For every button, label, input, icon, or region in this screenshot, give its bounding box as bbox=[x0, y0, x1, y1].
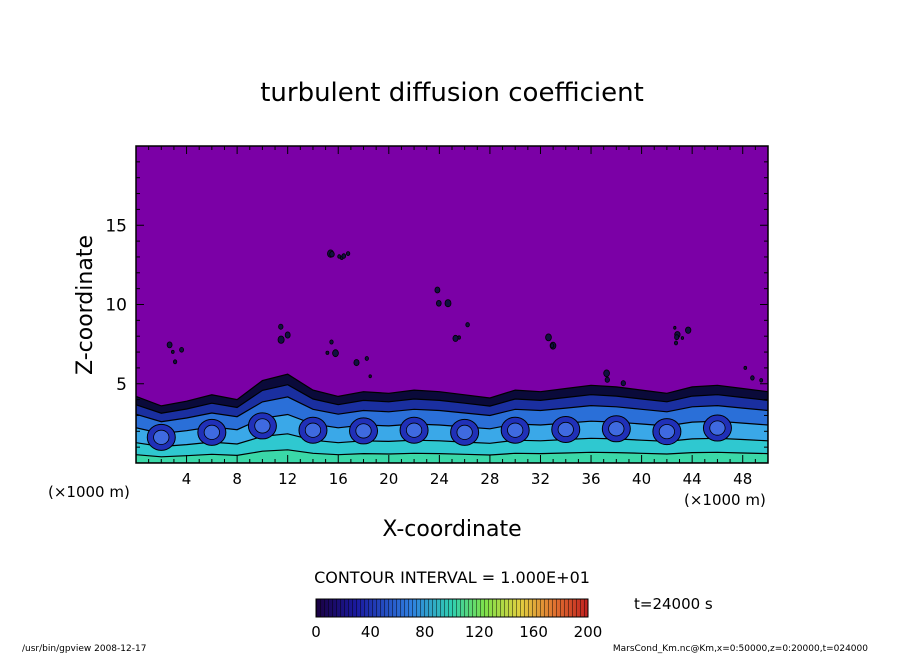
isolated-contour bbox=[329, 250, 335, 258]
isolated-contour bbox=[759, 378, 764, 383]
x-tick-label: 40 bbox=[632, 470, 651, 488]
isolated-contour bbox=[284, 331, 291, 339]
eddy-contour-inner bbox=[153, 429, 170, 445]
x-tick-label: 28 bbox=[480, 470, 499, 488]
chart-title: turbulent diffusion coefficient bbox=[260, 78, 644, 108]
y-tick-label: 10 bbox=[105, 296, 127, 316]
x-tick-label: 24 bbox=[430, 470, 449, 488]
y-tick-label: 5 bbox=[116, 375, 127, 395]
x-tick-label: 16 bbox=[329, 470, 348, 488]
eddy-contour-inner bbox=[658, 424, 675, 440]
x-tick-label: 20 bbox=[379, 470, 398, 488]
isolated-contour bbox=[673, 325, 677, 330]
footer-right: MarsCond_Km.nc@Km,x=0:50000,z=0:20000,t=… bbox=[613, 644, 868, 654]
isolated-contour bbox=[435, 299, 442, 307]
eddy-contour-inner bbox=[405, 422, 423, 438]
eddy-contour-inner bbox=[355, 423, 372, 439]
isolated-contour bbox=[171, 349, 175, 354]
colorbar-tick-label: 0 bbox=[311, 623, 321, 641]
isolated-contour bbox=[685, 326, 692, 334]
colorbar-tick-label: 160 bbox=[519, 623, 548, 641]
isolated-contour bbox=[604, 376, 610, 383]
isolated-contour bbox=[329, 339, 334, 345]
contour-band bbox=[136, 449, 768, 463]
x-tick-label: 44 bbox=[683, 470, 702, 488]
isolated-contour bbox=[452, 334, 459, 342]
isolated-contour bbox=[750, 375, 755, 381]
isolated-contour bbox=[680, 336, 685, 340]
isolated-contour bbox=[341, 253, 347, 259]
isolated-contour bbox=[179, 346, 185, 353]
eddy-contour-inner bbox=[507, 422, 524, 438]
isolated-contour bbox=[325, 350, 330, 355]
eddy-contour-inner bbox=[557, 421, 574, 438]
x-unit-right: (×1000 m) bbox=[684, 491, 766, 509]
x-axis: 4 8 12 16 20 24 28 32 36 40 44 48 bbox=[148, 146, 756, 488]
turbulent-layer bbox=[136, 373, 768, 463]
isolated-contour bbox=[166, 341, 173, 349]
x-tick-label: 12 bbox=[278, 470, 297, 488]
isolated-contour bbox=[603, 369, 610, 378]
isolated-contour bbox=[364, 356, 369, 361]
x-axis-label: X-coordinate bbox=[382, 517, 521, 542]
colorbar: 0 40 80 120 160 200 bbox=[311, 598, 603, 641]
isolated-contour bbox=[549, 343, 555, 349]
x-tick-label: 8 bbox=[232, 470, 242, 488]
isolated-contour bbox=[743, 365, 748, 370]
isolated-contour bbox=[368, 374, 372, 379]
isolated-contour bbox=[465, 322, 470, 328]
plot-area bbox=[135, 145, 769, 464]
colorbar-tick-label: 80 bbox=[415, 623, 434, 641]
eddy-contour-inner bbox=[304, 422, 322, 438]
x-tick-label: 36 bbox=[581, 470, 600, 488]
y-axis-label: Z-coordinate bbox=[73, 235, 98, 375]
isolated-contour bbox=[353, 359, 360, 367]
eddy-contour-inner bbox=[456, 424, 473, 440]
eddy-contour-inner bbox=[203, 424, 220, 440]
colorbar-stripes bbox=[316, 599, 588, 617]
isolated-contour bbox=[674, 340, 679, 346]
x-tick-label: 4 bbox=[182, 470, 192, 488]
y-tick-label: 15 bbox=[105, 216, 127, 236]
isolated-contour bbox=[620, 380, 626, 387]
isolated-contour bbox=[674, 334, 680, 341]
x-unit-left: (×1000 m) bbox=[48, 483, 130, 501]
isolated-contour bbox=[444, 299, 452, 308]
colorbar-tick-label: 40 bbox=[361, 623, 380, 641]
isolated-contour bbox=[545, 333, 552, 342]
x-tick-label: 48 bbox=[733, 470, 752, 488]
isolated-contour bbox=[277, 335, 285, 344]
isolated-contour bbox=[278, 323, 284, 330]
colorbar-tick-label: 200 bbox=[574, 623, 603, 641]
colorbar-frame bbox=[315, 598, 589, 618]
isolated-contour bbox=[345, 251, 351, 257]
footer-left: /usr/bin/gpview 2008-12-17 bbox=[22, 644, 146, 654]
eddy-contour-inner bbox=[608, 421, 625, 437]
time-label: t=24000 s bbox=[634, 595, 713, 613]
colorbar-tick-label: 120 bbox=[465, 623, 494, 641]
contour-interval: CONTOUR INTERVAL = 1.000E+01 bbox=[314, 568, 590, 587]
eddy-contour-inner bbox=[254, 418, 271, 434]
isolated-contour bbox=[434, 286, 441, 294]
isolated-contour bbox=[332, 349, 339, 358]
eddy-contour-inner bbox=[709, 420, 726, 436]
isolated-contour bbox=[337, 254, 342, 259]
y-axis: 5 10 15 bbox=[105, 161, 768, 448]
isolated-contours bbox=[166, 249, 764, 387]
x-tick-label: 32 bbox=[531, 470, 550, 488]
isolated-contour bbox=[173, 359, 178, 365]
